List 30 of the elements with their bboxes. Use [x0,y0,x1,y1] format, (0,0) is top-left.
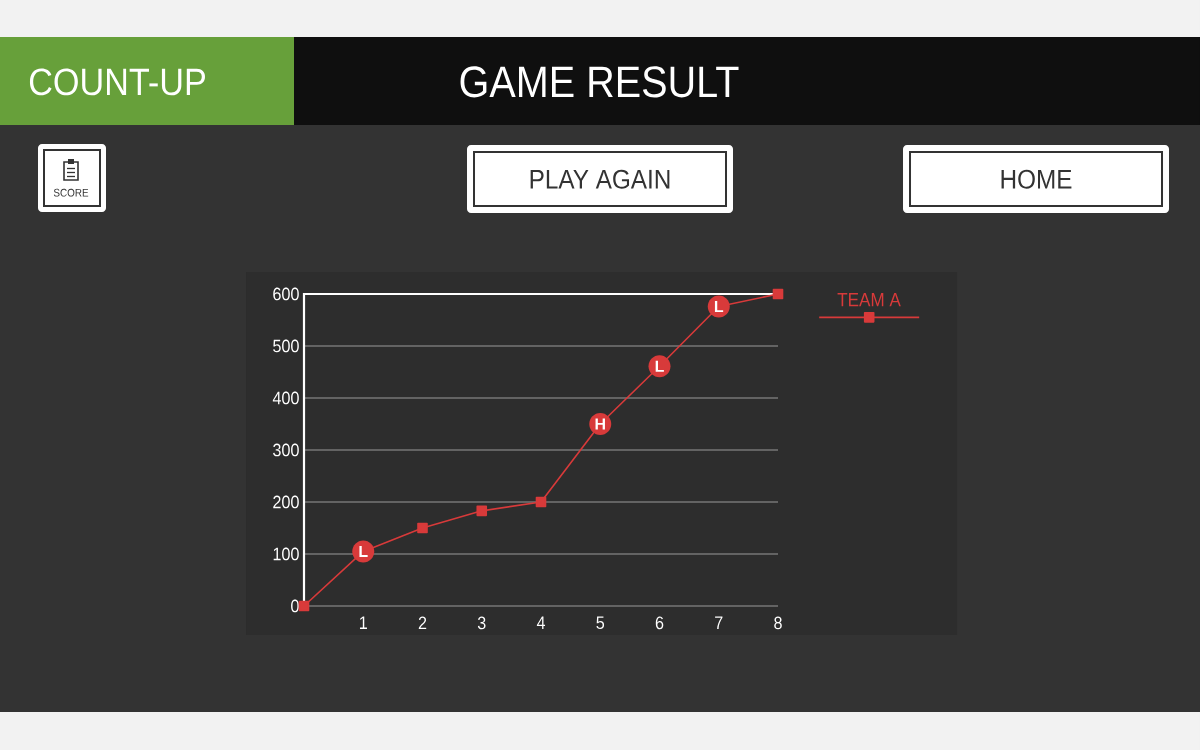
text: TEAM A [837,293,901,307]
x-tick-label: 6 [655,616,664,630]
x-tick-label: 3 [477,616,486,630]
y-tick-label: 600 [273,287,299,301]
y-tick-label: 200 [273,495,299,509]
y-tick-label: 300 [273,443,299,457]
x-tick-label: 4 [536,616,546,629]
chart-title: GAME RESULT [460,66,739,98]
y-tick-label: 400 [272,391,299,405]
chart-subtitle: COUNT-UP [29,68,205,96]
point [298,600,310,612]
annotation: L [655,360,664,372]
point [535,496,547,508]
x-tick-label: 1 [359,616,367,629]
y-tick-label: 100 [273,547,299,561]
annotation: L [714,300,724,312]
x-tick-label: 8 [774,616,782,630]
y-tick-label: 500 [273,339,299,353]
x-tick-label: 5 [596,616,605,630]
text: SCORE [53,188,89,197]
point [417,522,428,534]
x-tick-label: 7 [715,616,723,629]
point [772,288,784,300]
annotation: L [359,545,368,557]
text: HOME [1001,169,1072,189]
point [476,505,488,517]
x-tick-label: 2 [418,616,427,630]
y-tick-label: 0 [291,599,299,613]
annotation: H [595,418,605,430]
text: PLAY AGAIN [530,169,670,189]
